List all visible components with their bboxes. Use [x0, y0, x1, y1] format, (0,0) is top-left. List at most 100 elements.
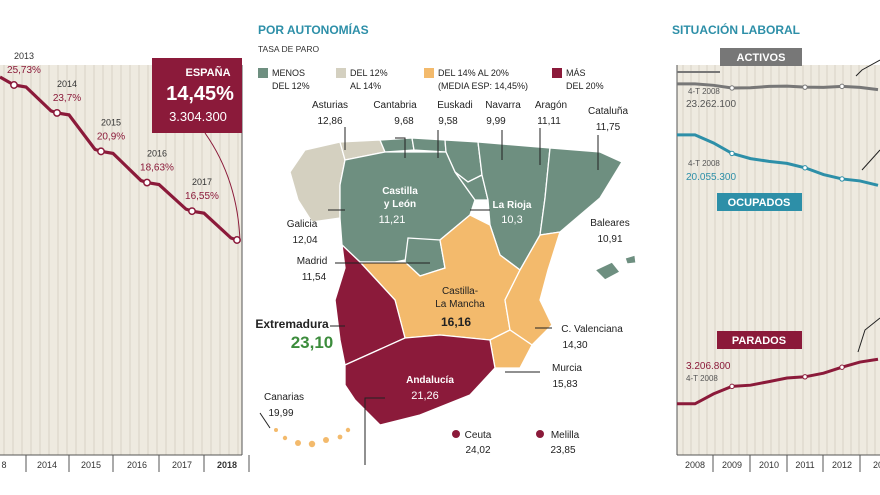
region-valenciana	[504, 231, 561, 346]
region-andalucia	[344, 334, 496, 426]
parados-tag	[717, 331, 802, 349]
spain-callout-box	[152, 58, 242, 133]
melilla-marker	[536, 430, 544, 438]
value-extremadura: 23,10	[291, 333, 334, 352]
region-cataluna	[539, 147, 623, 236]
x-tick-label: 2015	[81, 460, 101, 470]
label-ceuta: Ceuta	[465, 430, 492, 441]
label-clm-2: La Mancha	[435, 299, 485, 310]
labor-grid-lines	[682, 65, 876, 455]
legend-swatch	[336, 68, 346, 78]
x-tick-label: 2014	[37, 460, 57, 470]
x-tick-label: 20	[873, 460, 880, 470]
x-ticks: 8 2014 2015 2016 2017 2018	[1, 455, 250, 472]
label-navarra: Navarra	[485, 100, 521, 111]
parados-start-label: 4-T 2008	[686, 374, 718, 383]
legend-swatch	[424, 68, 434, 78]
ocupados-end-leader	[861, 149, 880, 171]
legend-label: (MEDIA ESP: 14,45%)	[438, 81, 528, 91]
x-tick-label: 2008	[685, 460, 705, 470]
point-year-label: 2014	[57, 79, 77, 89]
x-tick-label: 2018	[217, 460, 237, 470]
ocupados-tag-label: OCUPADOS	[728, 197, 791, 209]
legend-label: MÁS	[566, 68, 586, 78]
value-ceuta: 24,02	[465, 445, 490, 456]
value-murcia: 15,83	[552, 379, 577, 390]
legend-label: DEL 14% AL 20%	[438, 68, 509, 78]
ceuta-marker	[452, 430, 460, 438]
series-point	[802, 374, 808, 380]
point-year-label: 2017	[192, 177, 212, 187]
data-point	[233, 236, 241, 244]
x-tick-label: 2016	[127, 460, 147, 470]
value-andalucia: 21,26	[411, 390, 439, 402]
labor-title: SITUACIÓN LABORAL	[672, 22, 800, 37]
label-cantabria: Cantabria	[373, 100, 417, 111]
label-euskadi: Euskadi	[437, 100, 473, 111]
ocupados-start-value: 20.055.300	[686, 172, 736, 183]
value-canarias: 19,99	[268, 408, 293, 419]
parados-start-value: 3.206.800	[686, 361, 731, 372]
labor-series	[677, 82, 879, 406]
callout-connector	[204, 132, 241, 243]
x-tick-label: 2010	[759, 460, 779, 470]
label-valenciana: C. Valenciana	[561, 324, 623, 335]
callout-value: 14,45%	[166, 83, 234, 105]
data-point	[143, 178, 151, 187]
data-point	[53, 108, 61, 117]
label-asturias: Asturias	[312, 100, 348, 111]
label-madrid: Madrid	[297, 256, 328, 267]
legend-swatch	[258, 68, 268, 78]
point-value-label: 23,7%	[53, 93, 81, 104]
value-melilla: 23,85	[550, 445, 575, 456]
series-point	[839, 364, 845, 370]
unemployment-line	[0, 75, 238, 242]
map-title: POR AUTONOMÍAS	[258, 22, 369, 37]
parados-line	[677, 357, 879, 406]
x-tick-label: 2012	[832, 460, 852, 470]
canarias-islands	[274, 427, 351, 448]
map-legend: MENOS DEL 12% DEL 12% AL 14% DEL 14% AL 20% (…	[258, 68, 604, 91]
grid-lines	[3, 65, 239, 455]
point-value-label: 25,73%	[7, 65, 41, 76]
value-clm: 16,16	[441, 315, 471, 329]
point-year-label: 2016	[147, 149, 167, 159]
x-tick-label: 2017	[172, 460, 192, 470]
callout-title: ESPAÑA	[185, 66, 230, 79]
activos-tag	[720, 48, 802, 66]
series-point	[729, 85, 735, 91]
region-euskadi	[411, 137, 447, 153]
legend-label: DEL 20%	[566, 81, 604, 91]
value-galicia: 12,04	[292, 235, 317, 246]
label-castilla-leon-1: Castilla	[382, 186, 418, 197]
data-point	[10, 81, 18, 89]
data-point	[188, 207, 196, 216]
ocupados-start-label: 4-T 2008	[688, 159, 720, 168]
label-aragon: Aragón	[535, 100, 567, 111]
activos-end-leader	[855, 59, 880, 77]
data-point	[97, 147, 105, 156]
ocupados-line	[677, 133, 879, 187]
labor-situation-chart: SITUACIÓN LABORAL 2008200920102011201220…	[672, 22, 880, 472]
label-galicia: Galicia	[287, 219, 318, 230]
legend-label: DEL 12%	[272, 81, 310, 91]
label-murcia: Murcia	[552, 363, 582, 374]
series-point	[802, 165, 808, 171]
label-clm-1: Castilla-	[442, 286, 478, 297]
activos-start-value: 23.262.100	[686, 99, 736, 110]
label-melilla: Melilla	[551, 430, 580, 441]
value-castilla-leon: 11,21	[379, 214, 406, 226]
label-extremadura: Extremadura	[255, 317, 329, 331]
value-baleares: 10,91	[597, 234, 622, 245]
autonomies-map: POR AUTONOMÍAS TASA DE PARO MENOS DEL 12%…	[255, 22, 637, 465]
activos-tag-label: ACTIVOS	[737, 52, 786, 64]
series-point	[729, 383, 735, 390]
value-cataluna: 11,75	[596, 122, 621, 133]
legend-label: DEL 12%	[350, 68, 388, 78]
ocupados-tag	[717, 193, 802, 211]
legend-label: AL 14%	[350, 81, 381, 91]
point-value-label: 18,63%	[140, 163, 174, 174]
series-point	[839, 83, 845, 90]
value-navarra: 9,99	[486, 116, 506, 127]
